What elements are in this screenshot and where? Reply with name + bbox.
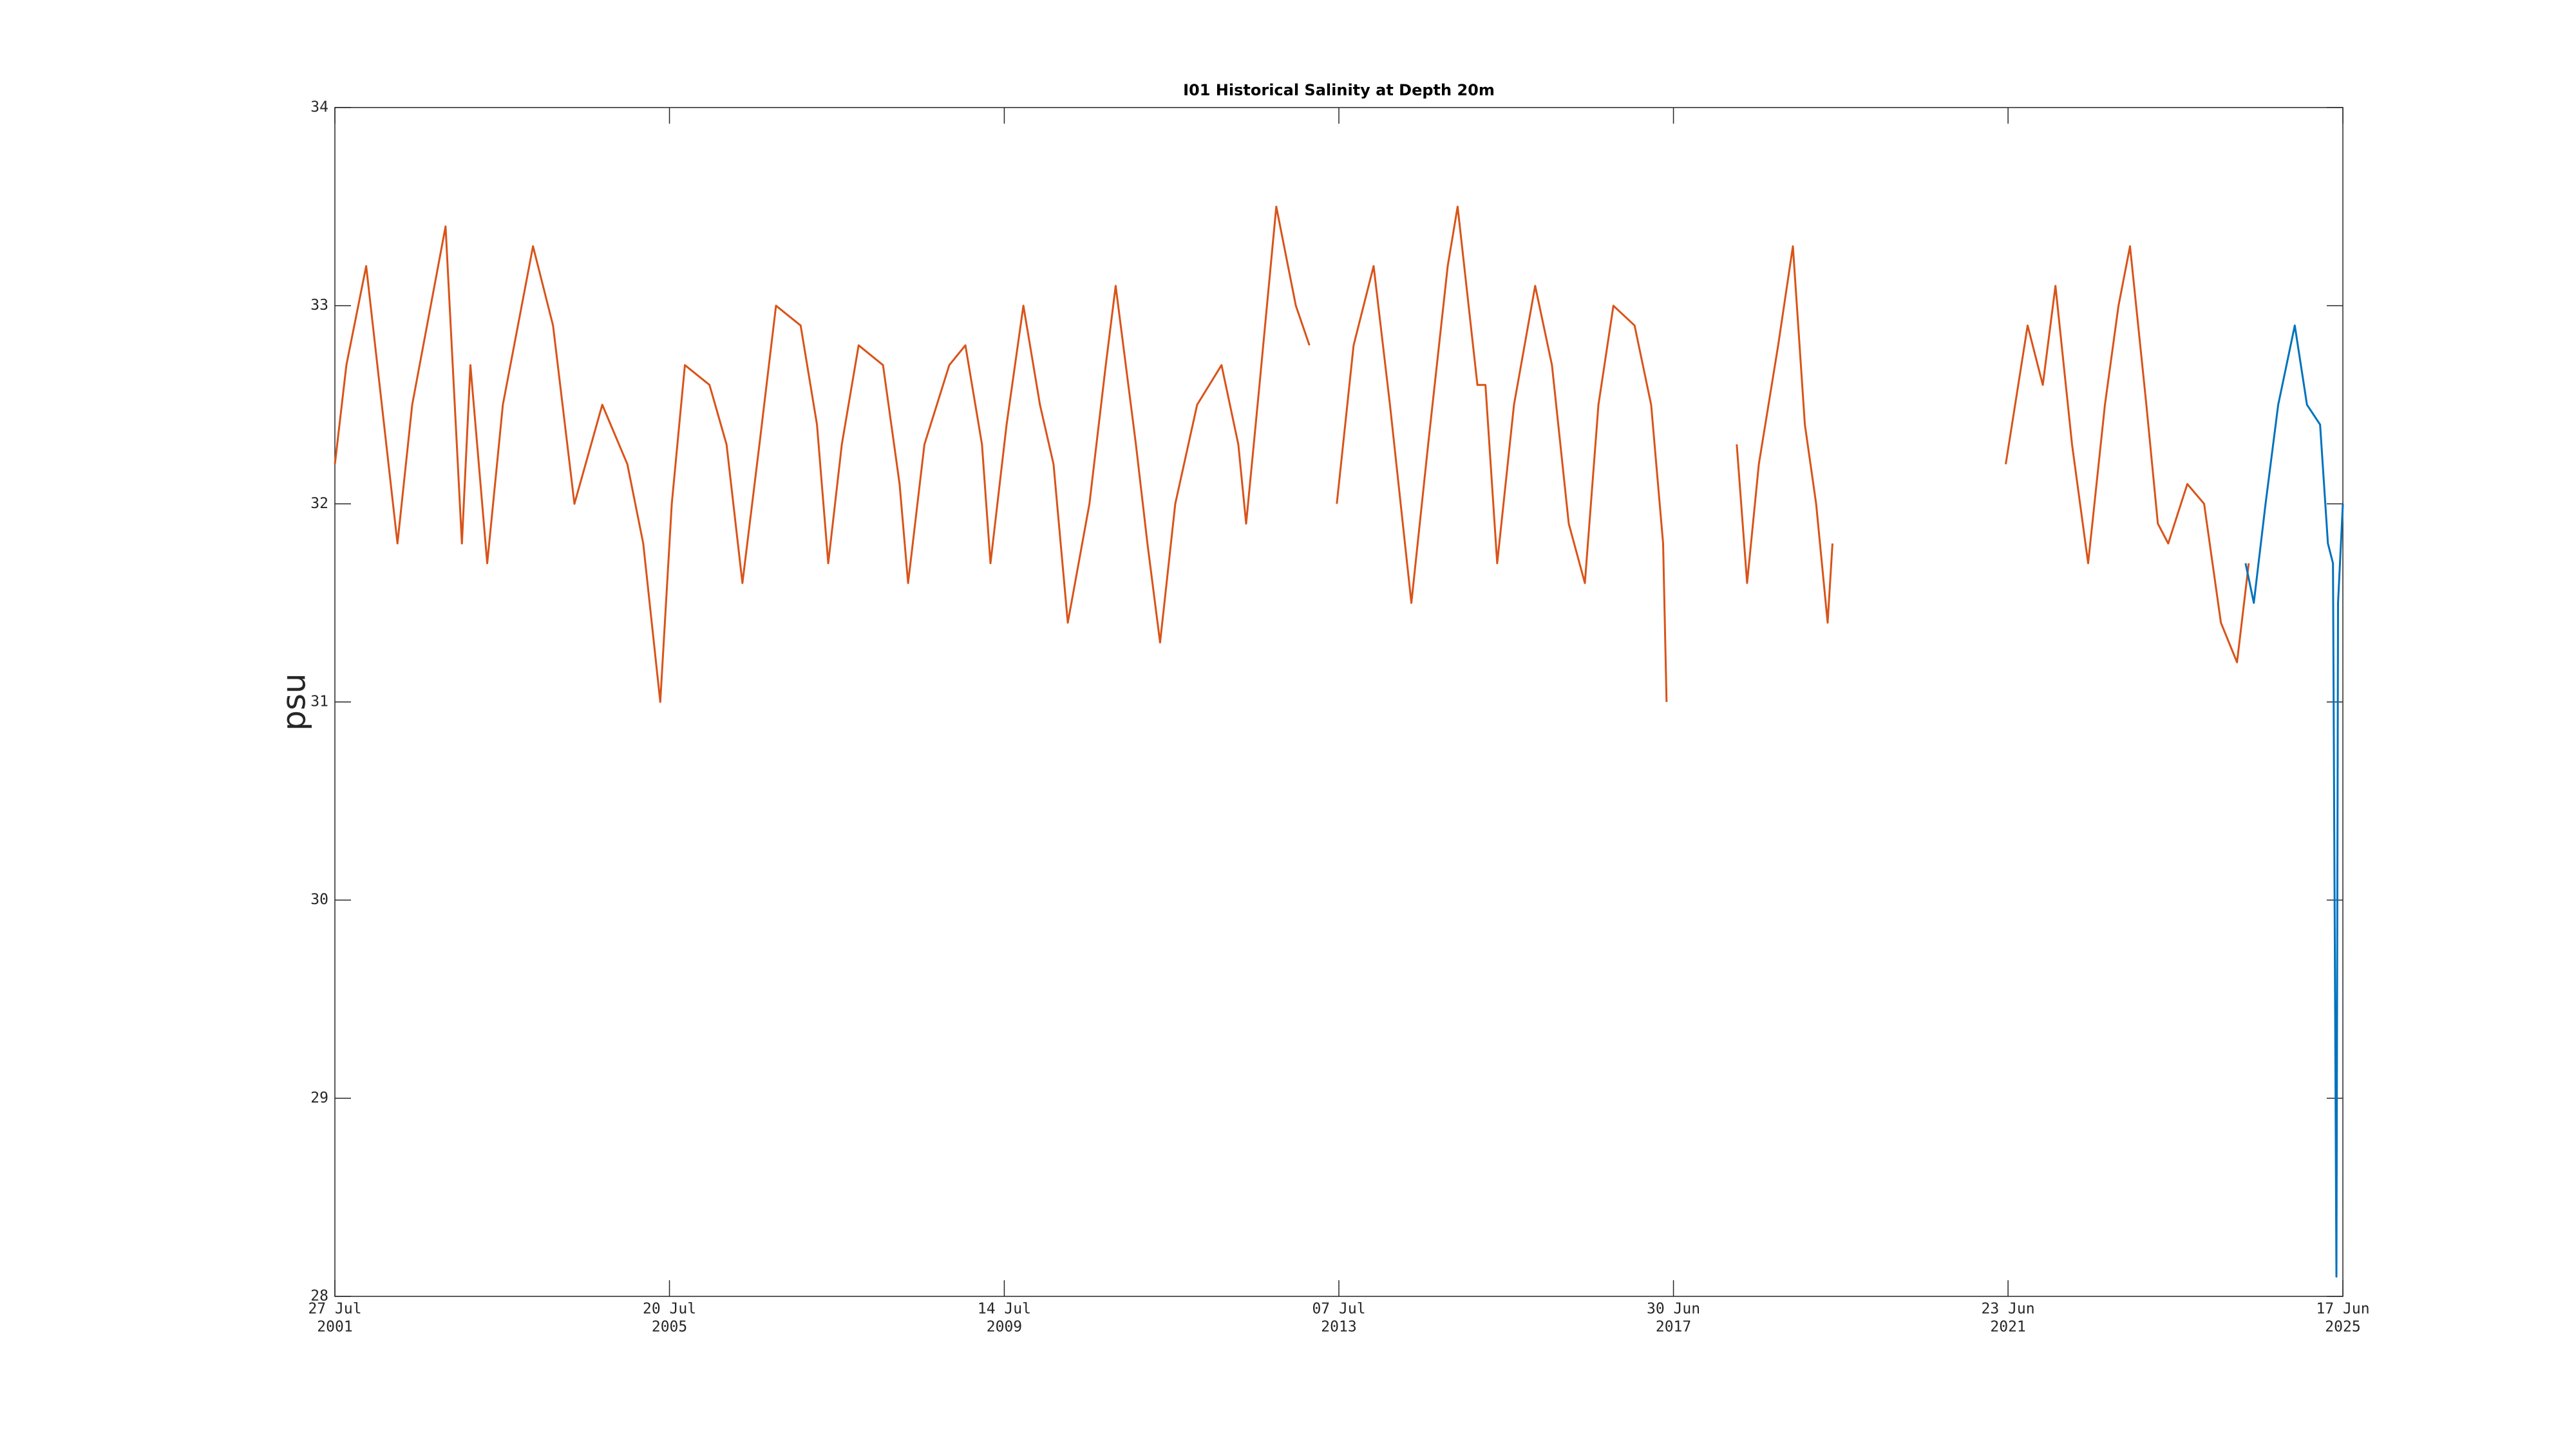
x-tick-label: 2009 [987,1319,1022,1336]
x-tick-label: 23 Jun [1982,1301,2035,1318]
x-tick-label: 27 Jul [308,1301,361,1318]
x-tick-label: 2025 [2325,1319,2360,1336]
x-tick-label: 2001 [317,1319,352,1336]
x-tick-label: 14 Jul [978,1301,1031,1318]
chart-title: I01 Historical Salinity at Depth 20m [1183,81,1495,99]
y-tick-label: 34 [310,99,328,116]
y-tick-label: 30 [310,891,328,908]
x-tick-label: 2021 [1990,1319,2025,1336]
y-tick-label: 32 [310,495,328,512]
y-tick-label: 33 [310,297,328,314]
x-tick-label: 2005 [652,1319,687,1336]
x-tick-label: 2017 [1656,1319,1691,1336]
y-tick-label: 31 [310,694,328,710]
x-tick-label: 17 Jun [2316,1301,2369,1318]
series-line [2244,324,2344,1278]
x-tick-label: 2013 [1321,1319,1356,1336]
y-tick-label: 29 [310,1090,328,1106]
x-tick-label: 30 Jun [1647,1301,1700,1318]
series-line [334,205,2250,703]
x-tick-label: 07 Jul [1312,1301,1365,1318]
y-axis-label: psu [276,673,313,730]
x-tick-label: 20 Jul [643,1301,696,1318]
y-tick-label: 28 [310,1288,328,1305]
